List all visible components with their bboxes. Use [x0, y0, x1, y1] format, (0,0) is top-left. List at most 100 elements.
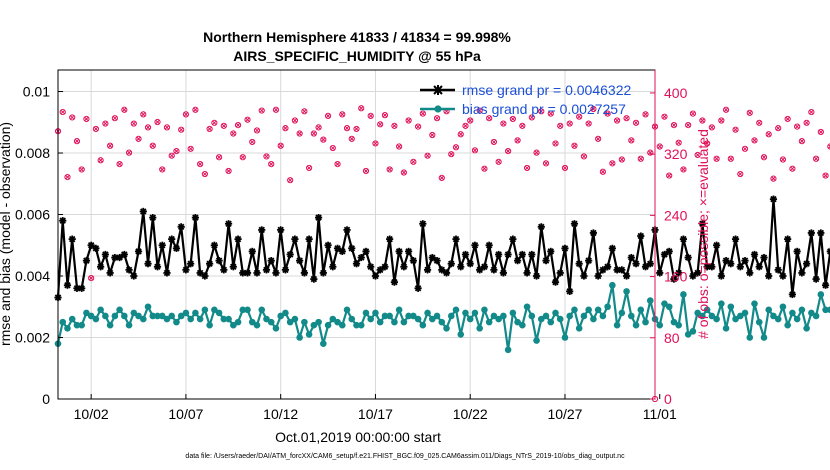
obs-point	[713, 155, 720, 162]
obs-point-cross	[747, 110, 753, 116]
rmse-point-stroke	[462, 251, 469, 258]
obs-point-cross	[140, 112, 146, 117]
obs-point	[718, 117, 725, 124]
rmse-point-stroke	[215, 257, 223, 264]
obs-point	[467, 117, 474, 124]
obs-point-circle	[457, 131, 464, 138]
rmse-point-stroke	[727, 260, 735, 267]
obs-point-cross	[197, 161, 203, 167]
obs-point	[291, 117, 299, 124]
rmse-point-stroke	[130, 272, 138, 280]
obs-point-circle	[708, 124, 715, 131]
y-tick-label: 0.008	[15, 145, 50, 161]
rmse-point-stroke	[168, 235, 175, 243]
obs-point-cross	[709, 125, 715, 130]
obs-point-circle	[718, 117, 725, 124]
rmse-point-stroke	[637, 232, 645, 240]
bias-point	[301, 318, 308, 326]
obs-point-circle	[576, 113, 583, 120]
obs-point-circle	[486, 115, 493, 122]
obs-point	[689, 110, 697, 117]
rmse-point	[82, 257, 91, 265]
rmse-point-stroke	[296, 257, 303, 264]
obs-point-circle	[618, 156, 625, 163]
obs-point	[784, 115, 791, 123]
obs-point	[452, 144, 460, 151]
rmse-point-stroke	[230, 263, 237, 271]
rmse-point-stroke	[362, 248, 370, 255]
obs-point	[362, 167, 370, 175]
bias-point	[765, 306, 773, 314]
obs-point-cross	[624, 115, 629, 121]
rmse-point-stroke	[405, 248, 412, 255]
obs-point	[547, 110, 554, 117]
obs-point-circle	[462, 122, 469, 129]
rmse-point	[765, 272, 773, 280]
obs-point	[794, 123, 801, 130]
obs-point	[102, 120, 109, 127]
obs-point-cross	[723, 107, 729, 113]
rmse-point	[769, 195, 778, 203]
rmse-point-stroke	[822, 281, 829, 289]
obs-point-cross	[685, 122, 691, 128]
rmse-point-stroke	[125, 266, 133, 274]
rmse-point-stroke	[267, 257, 275, 264]
obs-point-cross	[567, 121, 573, 126]
rmse-point-stroke	[225, 220, 232, 227]
bias-point	[827, 306, 830, 314]
obs-point-circle	[121, 106, 128, 113]
rmse-point	[149, 213, 157, 222]
obs-point-cross	[572, 143, 577, 149]
obs-point-cross	[249, 139, 255, 145]
obs-point-circle	[339, 111, 346, 118]
obs-point	[320, 136, 327, 143]
rmse-point-stroke	[329, 263, 337, 271]
obs-point	[168, 152, 175, 159]
rmse-point-stroke	[490, 266, 498, 274]
obs-point-circle	[481, 165, 488, 172]
obs-point	[756, 119, 763, 126]
rmse-point-stroke	[756, 263, 763, 271]
rmse-point-stroke	[647, 260, 654, 267]
bias-point	[391, 318, 398, 326]
bias-point	[334, 318, 341, 326]
rmse-point-stroke	[770, 195, 777, 203]
obs-point	[149, 142, 156, 149]
obs-point	[135, 135, 142, 142]
obs-point-circle	[291, 117, 299, 124]
rmse-point-stroke	[258, 226, 265, 234]
rmse-point	[182, 266, 190, 274]
rmse-point	[513, 257, 522, 265]
bias-point	[149, 312, 157, 320]
obs-point	[287, 177, 294, 184]
obs-point-cross	[482, 166, 487, 172]
obs-point	[670, 121, 678, 129]
obs-point-circle	[732, 126, 739, 133]
bias-point	[225, 315, 232, 323]
obs-point-cross	[695, 152, 700, 158]
obs-point-cross	[790, 166, 795, 172]
obs-point-circle	[97, 157, 104, 164]
rmse-point	[537, 223, 545, 231]
legend-bias-label: bias grand pr = 0.0027257	[462, 101, 626, 117]
rmse-point	[784, 235, 792, 243]
rmse-point	[793, 247, 801, 256]
rmse-point-stroke	[78, 285, 85, 292]
data-file-footer: data file: /Users/raeder/DAI/ATM_forcXX/…	[185, 453, 625, 460]
obs-point-circle	[613, 117, 621, 124]
obs-point	[666, 172, 673, 179]
rmse-point	[438, 266, 446, 274]
obs-point-circle	[329, 144, 336, 152]
bias-point	[102, 312, 109, 320]
obs-point-circle	[268, 161, 275, 168]
bias-point	[623, 288, 630, 295]
bias-point	[699, 312, 706, 320]
rmse-point-stroke	[694, 269, 701, 277]
obs-point-cross	[704, 141, 710, 146]
rmse-point-stroke	[604, 263, 611, 271]
rmse-point-stroke	[177, 223, 185, 231]
grid	[58, 70, 655, 399]
bias-point	[751, 300, 758, 307]
rmse-point-stroke	[561, 245, 569, 252]
rmse-point	[367, 263, 375, 271]
